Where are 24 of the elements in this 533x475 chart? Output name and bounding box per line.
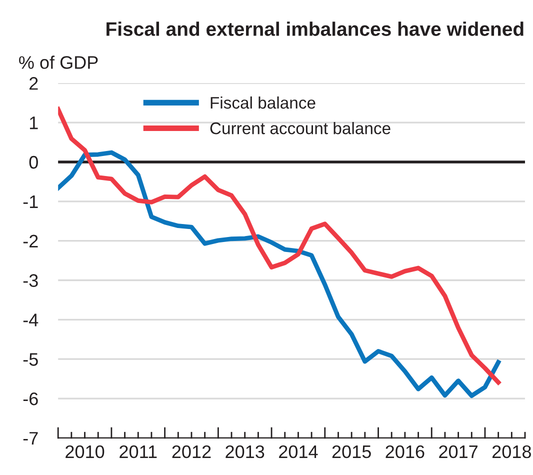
- y-tick-label: -7: [23, 432, 38, 444]
- x-tick-label: 2016: [386, 445, 424, 458]
- x-tick-label: 2018: [492, 445, 531, 458]
- y-tick-label: -2: [23, 234, 38, 248]
- y-tick-label: -3: [23, 274, 38, 287]
- legend-label: Current account balance: [210, 122, 390, 134]
- y-tick-label: 0: [29, 156, 38, 169]
- line-series: [58, 150, 501, 398]
- y-tick-label: 2: [30, 77, 38, 90]
- x-tick-label: 2010: [66, 445, 104, 458]
- x-tick-label: 2014: [279, 445, 318, 458]
- x-tick-label: 2015: [332, 445, 371, 458]
- y-tick-label: -4: [23, 314, 38, 326]
- y-axis-title: % of GDP: [19, 56, 98, 69]
- y-tick-label: -5: [23, 353, 38, 366]
- legend-label: Fiscal balance: [210, 96, 316, 109]
- y-tick-label: 1: [30, 116, 38, 130]
- chart-title: Fiscal and external imbalances have widened: [106, 22, 524, 36]
- x-tick-label: 2012: [172, 445, 211, 458]
- y-tick-label: -6: [23, 392, 38, 406]
- x-tick-label: 2017: [439, 445, 478, 458]
- x-tick-label: 2011: [120, 445, 157, 458]
- y-tick-label: -1: [23, 196, 38, 208]
- x-tick-label: 2013: [226, 445, 264, 458]
